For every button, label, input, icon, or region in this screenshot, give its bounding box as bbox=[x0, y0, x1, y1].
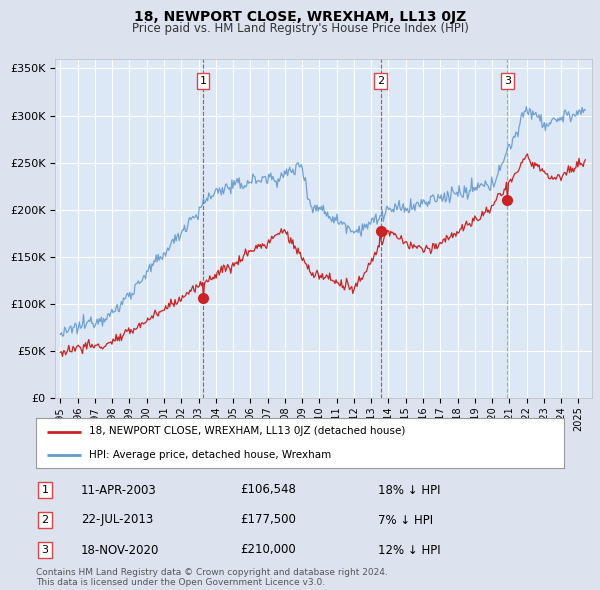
Text: 12% ↓ HPI: 12% ↓ HPI bbox=[378, 543, 440, 556]
Text: £210,000: £210,000 bbox=[240, 543, 296, 556]
Text: 2: 2 bbox=[377, 76, 384, 86]
Text: Contains HM Land Registry data © Crown copyright and database right 2024.
This d: Contains HM Land Registry data © Crown c… bbox=[36, 568, 388, 587]
Text: £106,548: £106,548 bbox=[240, 483, 296, 497]
Text: 22-JUL-2013: 22-JUL-2013 bbox=[81, 513, 153, 526]
Text: 18% ↓ HPI: 18% ↓ HPI bbox=[378, 483, 440, 497]
Text: 18-NOV-2020: 18-NOV-2020 bbox=[81, 543, 160, 556]
Text: 3: 3 bbox=[504, 76, 511, 86]
Text: 11-APR-2003: 11-APR-2003 bbox=[81, 483, 157, 497]
Text: Price paid vs. HM Land Registry's House Price Index (HPI): Price paid vs. HM Land Registry's House … bbox=[131, 22, 469, 35]
Text: 3: 3 bbox=[41, 545, 49, 555]
Text: 7% ↓ HPI: 7% ↓ HPI bbox=[378, 513, 433, 526]
Text: 18, NEWPORT CLOSE, WREXHAM, LL13 0JZ: 18, NEWPORT CLOSE, WREXHAM, LL13 0JZ bbox=[134, 10, 466, 24]
Text: 1: 1 bbox=[41, 485, 49, 495]
Text: HPI: Average price, detached house, Wrexham: HPI: Average price, detached house, Wrex… bbox=[89, 450, 331, 460]
Text: 2: 2 bbox=[41, 515, 49, 525]
Text: 18, NEWPORT CLOSE, WREXHAM, LL13 0JZ (detached house): 18, NEWPORT CLOSE, WREXHAM, LL13 0JZ (de… bbox=[89, 427, 405, 437]
Text: 1: 1 bbox=[200, 76, 206, 86]
Text: £177,500: £177,500 bbox=[240, 513, 296, 526]
